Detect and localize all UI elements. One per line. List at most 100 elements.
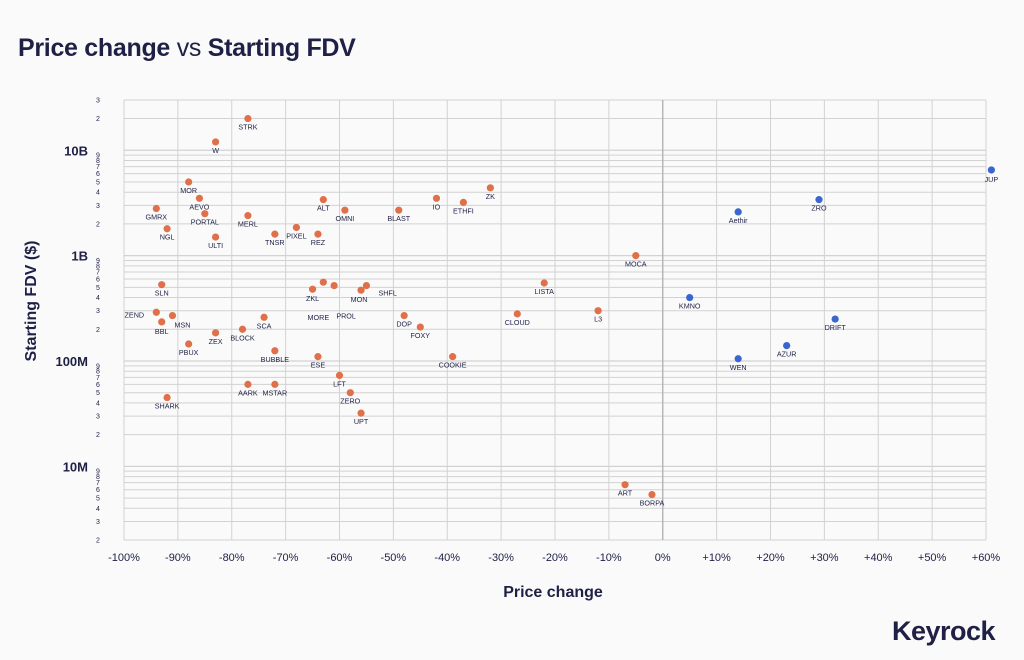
data-point-label: ZERO [340,397,360,406]
y-minor-tick-label: 5 [96,496,100,503]
data-point [314,230,322,238]
y-minor-tick-label: 2 [96,221,100,228]
y-minor-tick-label: 4 [96,400,100,407]
title-starting-fdv: Starting FDV [207,34,356,62]
data-point [432,194,441,202]
data-point [271,347,279,355]
data-point [357,409,365,417]
title-price-change: Price change [18,34,171,62]
data-point-label: SLN [155,289,169,298]
y-minor-tick-label: 9 [96,153,100,160]
data-point-label: FOXY [411,331,431,340]
data-point [459,198,468,207]
data-point-label: BLOCK [230,333,255,342]
data-point-label: COOKIE [439,361,467,370]
data-point-label: BLAST [387,214,410,223]
data-point-label: UPT [354,417,369,426]
x-tick-label: -70% [273,552,299,564]
data-point [158,318,166,326]
x-tick-label: -100% [108,552,140,564]
data-point [152,204,160,213]
data-point-label: L3 [594,315,602,324]
x-tick-label: 0% [655,552,671,564]
data-point-label: REZ [311,238,326,247]
y-minor-tick-label: 3 [96,519,100,526]
data-point-label: WEN [730,363,747,372]
data-point [346,389,354,397]
data-point-label: AARK [238,388,258,397]
data-point-label: KMNO [679,302,701,311]
data-point [308,285,317,293]
data-point [271,380,279,388]
data-point [330,281,338,290]
y-minor-tick-label: 8 [96,158,100,165]
data-point [260,313,268,321]
data-point [319,196,327,204]
data-point [594,307,602,315]
y-minor-tick-label: 3 [96,203,100,210]
data-point [152,308,160,316]
y-minor-tick-label: 5 [96,179,100,186]
data-point [168,311,177,320]
data-point [211,138,220,146]
data-point [244,114,252,123]
data-point-label: Aethir [729,216,748,225]
data-point-label: IO [433,202,441,211]
data-point-label: ART [618,489,633,498]
y-minor-tick-label: 3 [96,98,100,105]
data-point [319,278,327,286]
data-point [486,184,494,192]
data-point [400,311,408,320]
data-point [632,252,640,260]
data-point-label: MSN [174,321,190,330]
data-point [201,210,209,218]
y-minor-tick-label: 8 [96,263,100,270]
data-point [185,178,193,186]
x-axis-label: Price change [503,584,603,601]
data-point [244,380,252,388]
y-minor-tick-label: 2 [96,327,100,334]
y-minor-tick-label: 4 [96,295,100,302]
y-minor-tick-label: 4 [96,190,100,197]
data-point-label: ZRO [811,204,827,213]
y-minor-tick-label: 7 [96,480,100,487]
y-minor-tick-label: 8 [96,369,100,376]
data-point [734,355,742,363]
x-tick-label: +40% [864,552,893,564]
x-tick-label: +10% [702,552,731,564]
data-point-label: TNSR [265,238,285,247]
data-point [163,225,171,233]
data-point [395,206,403,214]
data-point-label: MOCA [625,260,647,269]
data-point-label: MON [351,295,368,304]
y-minor-tick-label: 7 [96,164,100,171]
x-tick-label: -90% [165,552,191,564]
data-point-label: NGL [160,233,175,242]
data-point [734,208,742,216]
data-point [449,353,457,361]
y-major-tick-label: 10B [64,143,88,158]
data-point [158,281,166,289]
x-tick-label: +60% [972,552,1001,564]
data-point [271,230,279,238]
data-point [244,211,252,220]
x-tick-label: -10% [596,552,622,564]
data-point [335,371,344,379]
keyrock-logo: Keyrock [892,616,996,646]
y-minor-tick-label: 4 [96,506,100,513]
y-minor-tick-label: 7 [96,269,100,276]
y-minor-tick-label: 9 [96,469,100,476]
data-point-label: AZUR [777,350,797,359]
data-point [341,206,349,214]
data-point-label: ALT [317,204,330,213]
data-point-label: DRIFT [825,323,847,332]
data-point-label: ULTI [208,241,223,250]
data-point-label: SHARK [155,402,180,411]
data-point [314,353,322,361]
data-point-label: SHFL [378,289,396,298]
data-point-label: BUBBLE [261,355,290,364]
y-major-tick-label: 1B [71,249,88,264]
data-point [362,281,371,290]
x-tick-label: -50% [381,552,407,564]
